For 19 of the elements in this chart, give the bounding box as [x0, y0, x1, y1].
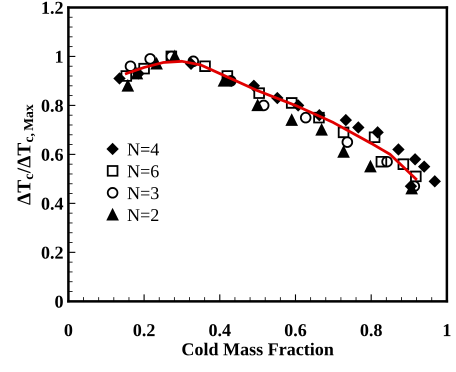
y-tick-label: 1: [56, 50, 63, 63]
legend-label: N=6: [128, 165, 159, 178]
x-tick-label: 0.6: [284, 324, 306, 336]
y-tick-label: 0.2: [42, 246, 63, 259]
y-tick-label: 1.2: [42, 2, 63, 14]
legend-label: N=3: [128, 187, 159, 200]
legend-label: N=2: [128, 209, 158, 222]
x-tick-label: 0: [64, 324, 72, 336]
x-tick-label: 0.4: [209, 324, 231, 336]
y-tick-label: 0: [55, 296, 63, 308]
x-tick-label: 0.2: [134, 324, 155, 336]
legend-label: N=4: [128, 143, 160, 156]
y-axis-title: ΔT$_{c}$/ΔT$_{c,Max}$: [18, 104, 36, 205]
x-tick-label: 1: [444, 324, 450, 336]
y-tick-label: 0.8: [42, 100, 63, 112]
x-tick-label: 0.8: [360, 324, 382, 336]
y-tick-label: 0.6: [42, 148, 64, 161]
y-tick-label: 0.4: [42, 198, 64, 210]
x-axis-title: Cold Mass Fraction: [182, 342, 334, 356]
